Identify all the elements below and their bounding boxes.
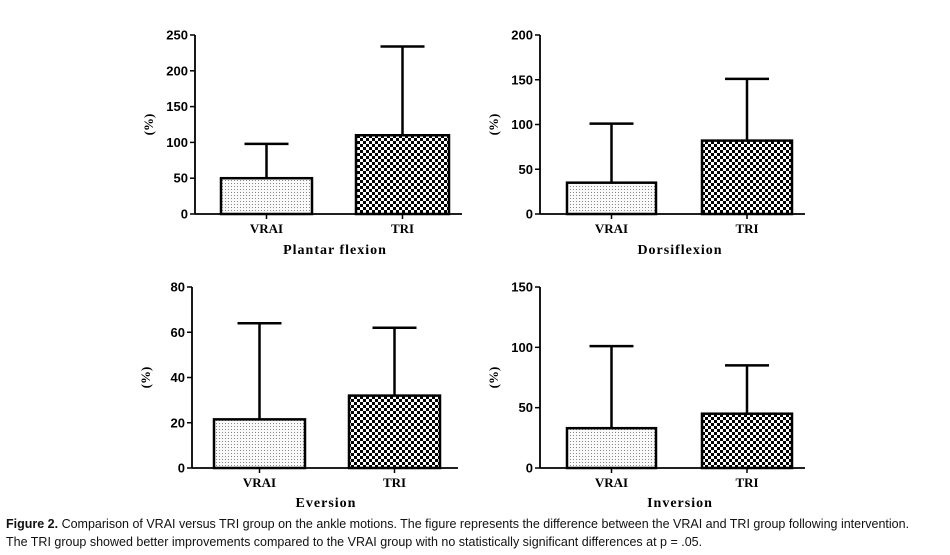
y-tick-label: 250 — [166, 28, 188, 43]
x-tick-label: VRAI — [243, 475, 276, 490]
y-axis-label: (%) — [138, 367, 153, 389]
y-tick-label: 150 — [511, 72, 533, 87]
caption-line-2: The TRI group showed better improvements… — [6, 535, 702, 549]
y-tick-label: 40 — [171, 370, 185, 385]
bar-vrai — [565, 181, 658, 216]
y-axis-label: (%) — [486, 367, 501, 389]
bar-vrai — [565, 426, 658, 470]
x-tick-label: TRI — [383, 475, 406, 490]
y-tick-label: 50 — [519, 162, 533, 177]
y-tick-label: 0 — [526, 461, 533, 476]
x-tick-label: VRAI — [250, 221, 283, 236]
y-tick-label: 200 — [166, 63, 188, 78]
chart-title: Eversion — [296, 496, 357, 511]
chart-panel-inversion: VRAI TRI 0 50 100 150 (%) Inversion — [486, 280, 805, 511]
bar-tri — [700, 139, 794, 216]
y-tick-label: 150 — [166, 99, 188, 114]
x-tick-label: VRAI — [595, 221, 628, 236]
bar-tri — [354, 133, 451, 216]
chart-title: Dorsiflexion — [637, 243, 722, 258]
y-tick-label: 80 — [171, 280, 185, 295]
y-axis-label: (%) — [141, 114, 156, 136]
y-tick-label: 50 — [519, 400, 533, 415]
y-tick-label: 100 — [166, 135, 188, 150]
y-tick-label: 50 — [174, 171, 188, 186]
x-tick-label: TRI — [735, 475, 758, 490]
x-tick-label: TRI — [735, 221, 758, 236]
y-tick-label: 0 — [178, 461, 185, 476]
bar-vrai — [219, 176, 314, 216]
y-axis-label: (%) — [486, 114, 501, 136]
chart-panel-dorsiflexion: VRAI TRI 0 50 100 150 200 (%) Dorsiflexion — [486, 28, 805, 258]
y-tick-label: 100 — [511, 117, 533, 132]
y-tick-label: 0 — [181, 207, 188, 222]
y-tick-label: 100 — [511, 340, 533, 355]
chart-title: Plantar flexion — [283, 243, 387, 258]
bar-vrai — [212, 418, 307, 470]
caption-label: Figure 2. — [6, 517, 59, 531]
y-tick-label: 200 — [511, 28, 533, 43]
chart-panel-eversion: VRAI TRI 0 20 40 60 80 (%) Eversion — [138, 280, 458, 511]
bar-tri — [700, 412, 794, 470]
chart-panel-plantar-flexion: VRAI TRI 0 50 100 150 200 250 (%) Plantar flexion — [141, 28, 462, 258]
caption-text-1: Comparison of VRAI versus TRI group on t… — [61, 517, 910, 531]
caption-text-2: The TRI group showed better improvements… — [6, 535, 703, 549]
bar-tri — [347, 394, 442, 470]
x-tick-label: TRI — [391, 221, 414, 236]
caption-line-1: Figure 2. Comparison of VRAI versus TRI … — [6, 517, 909, 531]
x-tick-label: VRAI — [595, 475, 628, 490]
y-tick-label: 20 — [171, 415, 185, 430]
y-tick-label: 150 — [511, 280, 533, 295]
y-tick-label: 0 — [526, 207, 533, 222]
chart-title: Inversion — [647, 496, 713, 511]
y-tick-label: 60 — [171, 325, 185, 340]
